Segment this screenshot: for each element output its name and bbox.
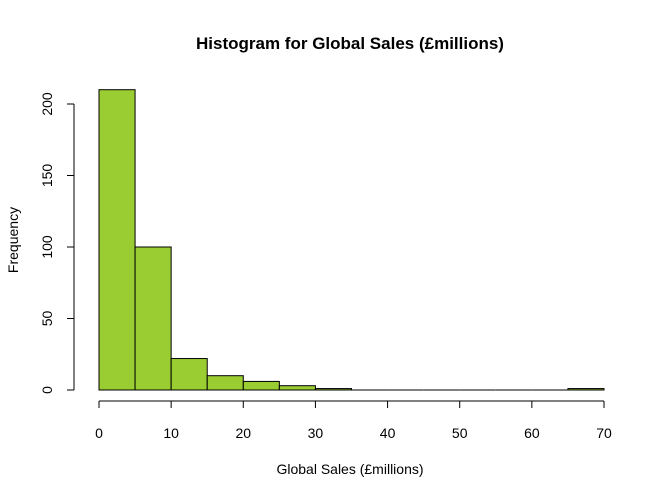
x-axis-title: Global Sales (£millions): [276, 461, 423, 477]
x-tick-label: 20: [235, 425, 251, 441]
x-tick-label: 70: [596, 425, 612, 441]
y-axis-title: Frequency: [5, 207, 21, 273]
histogram-bar: [567, 388, 605, 391]
x-tick-label: 60: [524, 425, 540, 441]
y-tick-label: 100: [39, 235, 55, 259]
y-tick-label: 0: [39, 386, 55, 394]
x-axis: 0 10 20 30 40 50 60 70: [95, 400, 612, 441]
histogram-bar: [98, 89, 136, 391]
chart-title: Histogram for Global Sales (£millions): [196, 34, 504, 53]
histogram-bar: [170, 358, 208, 391]
y-tick-label: 150: [39, 164, 55, 188]
histogram-bars: [98, 89, 605, 391]
x-tick-label: 30: [308, 425, 324, 441]
histogram-bar: [242, 380, 280, 391]
histogram-bar: [134, 246, 172, 391]
y-tick-label: 50: [39, 311, 55, 327]
y-tick-label: 200: [39, 92, 55, 116]
x-tick-label: 10: [163, 425, 179, 441]
x-tick-label: 0: [95, 425, 103, 441]
histogram-bar: [206, 375, 244, 391]
histogram-bar: [314, 388, 352, 391]
histogram-bar: [278, 385, 316, 391]
y-axis: 0 50 100 150 200: [39, 92, 75, 394]
x-tick-label: 40: [380, 425, 396, 441]
x-tick-label: 50: [452, 425, 468, 441]
